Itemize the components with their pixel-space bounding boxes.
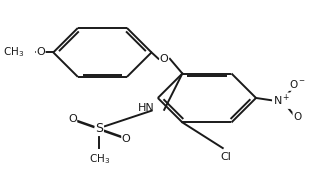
Text: O: O [160, 54, 169, 64]
Text: O: O [293, 112, 301, 122]
Text: O$^-$: O$^-$ [289, 78, 306, 90]
Text: N$^+$: N$^+$ [273, 93, 290, 108]
Text: HN: HN [138, 103, 155, 113]
Text: Cl: Cl [220, 152, 231, 162]
Text: O: O [122, 134, 131, 144]
Text: O: O [36, 47, 45, 57]
Text: CH$_3$: CH$_3$ [3, 46, 24, 59]
Text: CH$_3$: CH$_3$ [89, 152, 110, 166]
Text: S: S [95, 122, 103, 135]
Text: O: O [68, 114, 77, 124]
